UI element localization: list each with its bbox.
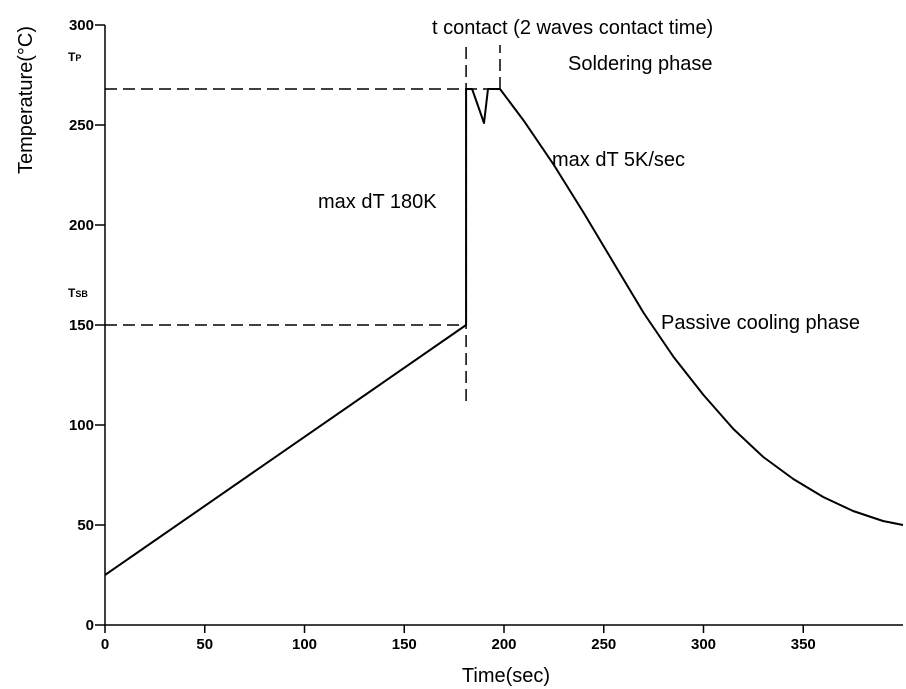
reference-label: TSB: [68, 286, 88, 300]
x-axis-title: Time(sec): [462, 665, 550, 687]
y-tick-label: 200: [69, 217, 94, 234]
y-tick-label: 50: [77, 517, 94, 534]
y-tick-label: 0: [86, 617, 94, 634]
series-group: [104, 88, 904, 576]
x-tick-label: 100: [292, 636, 317, 653]
y-tick-label: 150: [69, 317, 94, 334]
annotation-max-dt-180k: max dT 180K: [318, 191, 437, 213]
annotation-passive-cooling: Passive cooling phase: [661, 312, 860, 334]
x-tick-label: 300: [691, 636, 716, 653]
annotation-soldering-phase: Soldering phase: [568, 53, 713, 75]
y-tick-label: 100: [69, 417, 94, 434]
x-tick-label: 150: [392, 636, 417, 653]
reference-label-subscript: P: [75, 53, 81, 63]
reference-label: TP: [68, 50, 81, 64]
x-tick-label: 350: [791, 636, 816, 653]
vertical-markers: [465, 45, 501, 401]
x-tick-label: 0: [101, 636, 109, 653]
x-tick-label: 50: [196, 636, 213, 653]
y-tick-label: 250: [69, 117, 94, 134]
y-ticks: 0 50 100 150 200 250 300: [69, 17, 105, 634]
y-tick-label: 300: [69, 17, 94, 34]
reference-label-subscript: SB: [75, 289, 88, 299]
temperature-profile-line: [104, 88, 904, 576]
y-axis-title: Temperature(°C): [15, 26, 37, 174]
x-tick-label: 250: [591, 636, 616, 653]
x-tick-label: 200: [491, 636, 516, 653]
annotation-contact-time: t contact (2 waves contact time): [432, 17, 713, 39]
x-ticks: 0 50 100 150 200 250 300 350: [101, 625, 816, 653]
annotation-max-dt-5k: max dT 5K/sec: [552, 149, 685, 171]
reference-lines: TP TSB: [68, 50, 501, 326]
